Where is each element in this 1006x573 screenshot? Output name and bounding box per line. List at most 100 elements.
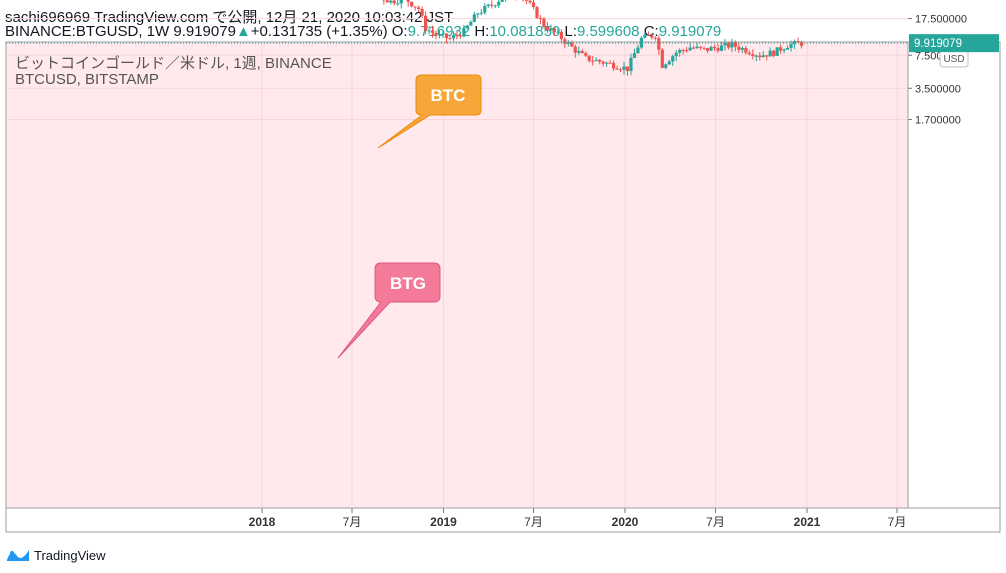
btg-candle bbox=[709, 45, 713, 51]
btg-candle bbox=[761, 51, 765, 58]
x-tick-label: 7月 bbox=[706, 515, 725, 529]
btg-candle bbox=[472, 11, 476, 23]
high-value: 10.081850 bbox=[489, 23, 561, 40]
btg-candle bbox=[692, 45, 696, 50]
symbol-name[interactable]: BINANCE:BTGUSD, 1W bbox=[5, 23, 170, 40]
btg-candle bbox=[479, 9, 483, 16]
btg-candle bbox=[775, 47, 779, 57]
btg-candle bbox=[566, 39, 570, 47]
btg-candle bbox=[549, 24, 553, 32]
btg-candle bbox=[406, 0, 410, 7]
btg-candle bbox=[740, 46, 744, 54]
btg-candle bbox=[497, 0, 501, 9]
btg-candle bbox=[476, 12, 480, 18]
close-value: 9.919079 bbox=[658, 23, 722, 40]
open-label: O: bbox=[391, 23, 408, 40]
btg-candle bbox=[559, 29, 563, 43]
y-tick-label: 17.500000 bbox=[915, 14, 967, 26]
brand-name: TradingView bbox=[34, 547, 106, 563]
btg-candle bbox=[490, 0, 494, 9]
btg-candle bbox=[584, 51, 588, 57]
chart-header: sachi696969 TradingView.com で公開, 12月 21,… bbox=[0, 0, 1006, 42]
x-tick-label: 7月 bbox=[888, 515, 907, 529]
btg-candle bbox=[608, 60, 612, 64]
btg-candle bbox=[716, 44, 720, 54]
currency-label: USD bbox=[943, 54, 964, 65]
btg-candle bbox=[733, 40, 737, 52]
btg-candle bbox=[636, 44, 640, 54]
legend-compare-series: BTCUSD, BITSTAMP bbox=[15, 71, 159, 88]
btg-candle bbox=[799, 40, 804, 49]
btg-candle bbox=[469, 20, 473, 26]
btc-callout-label: BTC bbox=[431, 86, 466, 105]
btg-candle bbox=[782, 48, 786, 54]
tradingview-logo-icon bbox=[7, 550, 29, 561]
btg-candle bbox=[639, 35, 644, 50]
footer-brand[interactable]: TradingView bbox=[6, 545, 106, 565]
btg-candle bbox=[545, 22, 550, 34]
btg-candle bbox=[505, 0, 507, 2]
btg-candle bbox=[522, 0, 524, 2]
btg-candle bbox=[462, 24, 466, 38]
btg-candle bbox=[650, 34, 654, 40]
btg-candles bbox=[382, 0, 804, 76]
low-label: L: bbox=[564, 23, 577, 40]
publisher-line: sachi696969 TradingView.com で公開, 12月 21,… bbox=[5, 9, 454, 26]
btg-candle bbox=[385, 0, 389, 3]
btg-callout-label: BTG bbox=[390, 274, 426, 293]
x-tick-label: 2021 bbox=[794, 515, 821, 529]
btg-candle bbox=[712, 44, 717, 51]
btg-candle bbox=[622, 61, 626, 75]
btg-candle bbox=[396, 0, 400, 6]
btg-candle bbox=[744, 45, 748, 55]
x-tick-label: 2020 bbox=[612, 515, 639, 529]
price-axis[interactable] bbox=[907, 41, 1001, 509]
btg-candle bbox=[542, 16, 546, 29]
btg-candle bbox=[618, 67, 623, 73]
btg-candle bbox=[448, 34, 452, 41]
btg-candle bbox=[754, 54, 758, 62]
btg-candle bbox=[796, 37, 800, 43]
btg-candle bbox=[674, 50, 678, 62]
btg-candle bbox=[786, 45, 790, 50]
btg-candle bbox=[389, 0, 393, 5]
price-change: +0.131735 (+1.35%) bbox=[250, 23, 388, 40]
btg-candle bbox=[570, 40, 574, 48]
btg-candle bbox=[382, 0, 386, 5]
btg-candle bbox=[685, 47, 689, 53]
btg-candle bbox=[779, 44, 783, 54]
btg-candle bbox=[678, 48, 682, 57]
high-label: H: bbox=[474, 23, 490, 40]
btg-candle bbox=[441, 30, 445, 39]
x-tick-label: 7月 bbox=[343, 515, 362, 529]
btg-candle bbox=[671, 54, 675, 66]
time-axis[interactable] bbox=[5, 507, 1001, 533]
btg-candle bbox=[417, 5, 421, 12]
btg-candle bbox=[789, 40, 793, 52]
btg-candle bbox=[573, 44, 577, 58]
btg-candle bbox=[444, 33, 449, 44]
btg-candle bbox=[632, 48, 637, 58]
btg-candle bbox=[667, 59, 671, 65]
low-value: 9.599608 bbox=[576, 23, 640, 40]
symbol-ohlc-line: BINANCE:BTGUSD, 1W 9.919079▲+0.131735 (+… bbox=[5, 23, 721, 40]
btg-candle bbox=[577, 46, 581, 56]
btg-candle bbox=[698, 46, 703, 51]
btg-candle bbox=[702, 47, 706, 51]
y-tick-label: 1.700000 bbox=[915, 115, 961, 127]
btg-candle bbox=[601, 60, 605, 67]
btg-candle bbox=[629, 53, 633, 76]
btg-candle bbox=[751, 49, 755, 60]
btg-candle bbox=[681, 48, 685, 55]
btg-candle bbox=[657, 35, 661, 55]
btg-candle bbox=[455, 30, 459, 40]
btg-candle bbox=[646, 31, 650, 36]
btg-candle bbox=[594, 57, 598, 62]
btg-candle bbox=[552, 27, 556, 36]
btg-callout: BTG bbox=[337, 262, 441, 359]
btg-candle bbox=[643, 31, 647, 39]
btg-candle bbox=[392, 0, 396, 6]
btg-candle bbox=[486, 3, 490, 8]
btg-candle bbox=[524, 0, 529, 5]
